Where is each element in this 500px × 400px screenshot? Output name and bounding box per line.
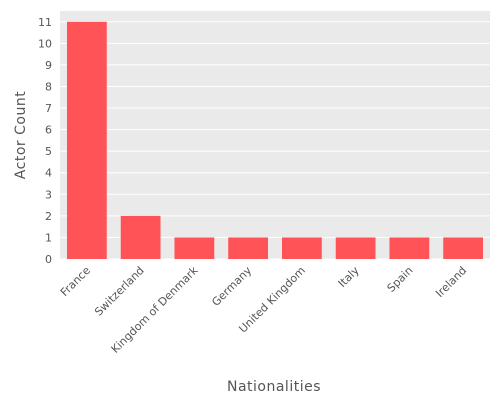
y-tick-label: 3 <box>45 188 52 201</box>
y-tick-label: 9 <box>45 59 52 72</box>
bar <box>66 21 107 259</box>
y-tick-label: 1 <box>45 231 52 244</box>
x-tick-label: Kingdom of Denmark <box>109 263 201 355</box>
x-tick-label: Italy <box>336 264 362 290</box>
y-tick-label: 8 <box>45 80 52 93</box>
bar <box>120 215 161 259</box>
y-tick-label: 2 <box>45 210 52 223</box>
y-tick-label: 0 <box>45 253 52 266</box>
bar <box>335 237 376 259</box>
x-tick-label: Switzerland <box>92 264 147 319</box>
y-tick-label: 7 <box>45 102 52 115</box>
y-tick-label: 10 <box>38 37 52 50</box>
x-tick-label: Germany <box>209 264 254 309</box>
x-axis-label: Nationalities <box>227 379 321 395</box>
x-tick-label: France <box>58 264 93 299</box>
bar <box>281 237 322 259</box>
bars <box>66 21 484 259</box>
y-tick-label: 4 <box>45 167 52 180</box>
bar <box>228 237 269 259</box>
y-axis-label: Actor Count <box>13 91 29 179</box>
x-tick-label: Ireland <box>433 264 469 300</box>
y-tick-labels: 0 1 2 3 4 5 6 7 8 9 10 11 <box>38 16 52 266</box>
y-tick-label: 5 <box>45 145 52 158</box>
bar <box>389 237 430 259</box>
x-tick-label: Spain <box>385 264 416 295</box>
y-tick-label: 6 <box>45 124 52 137</box>
bar <box>443 237 484 259</box>
bar <box>174 237 215 259</box>
y-tick-label: 11 <box>38 16 52 29</box>
